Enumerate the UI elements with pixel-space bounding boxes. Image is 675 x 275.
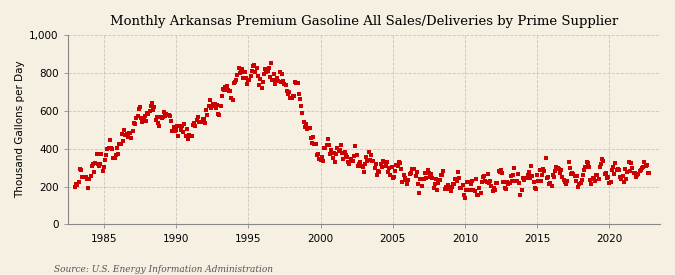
Title: Monthly Arkansas Premium Gasoline All Sales/Deliveries by Prime Supplier: Monthly Arkansas Premium Gasoline All Sa… <box>110 15 618 28</box>
Text: Source: U.S. Energy Information Administration: Source: U.S. Energy Information Administ… <box>54 265 273 274</box>
Y-axis label: Thousand Gallons per Day: Thousand Gallons per Day <box>15 61 25 198</box>
